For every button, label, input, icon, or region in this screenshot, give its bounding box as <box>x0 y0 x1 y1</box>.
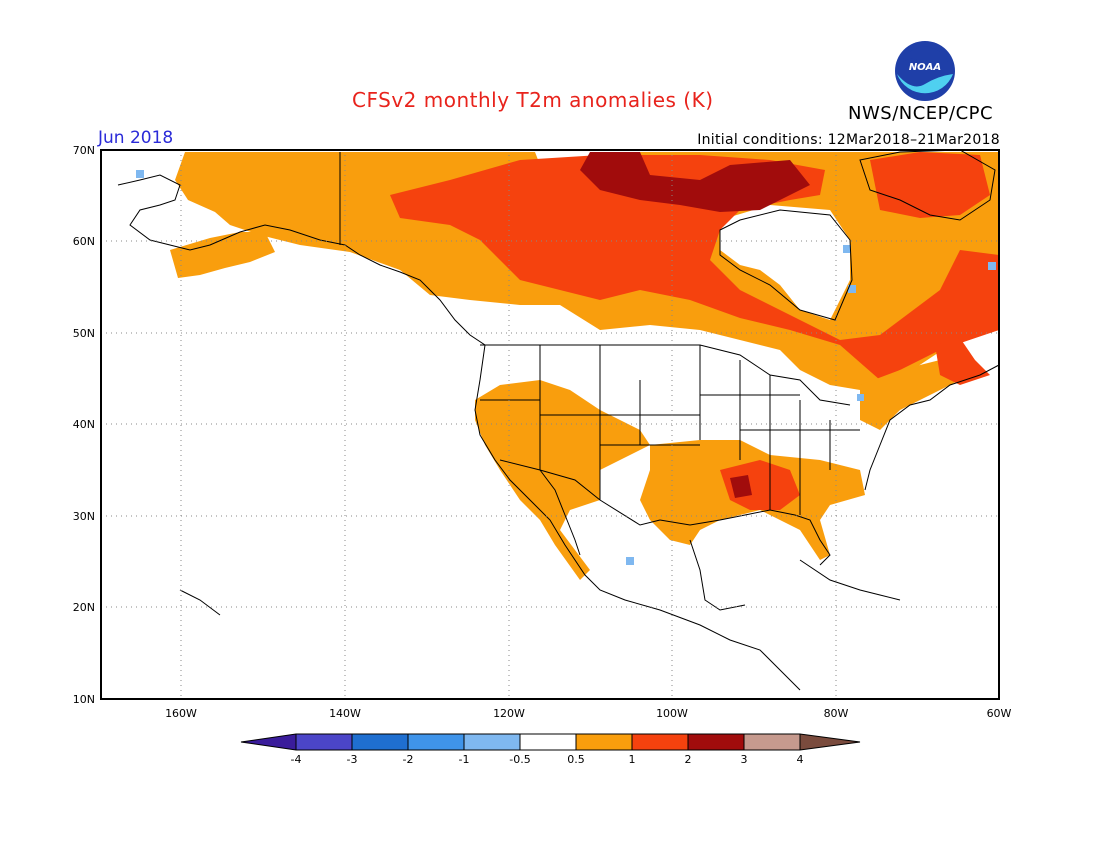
lat-label: 60N <box>73 235 95 248</box>
hudson-bay-region <box>720 205 850 320</box>
colorbar-swatch <box>352 734 408 750</box>
lat-labels: 70N 60N 50N 40N 30N 20N 10N <box>73 144 95 706</box>
anomaly-region-05 <box>860 360 960 430</box>
map-field <box>101 150 999 699</box>
lat-label: 20N <box>73 601 95 614</box>
coastlines <box>117 150 999 691</box>
colorbar-swatch <box>744 734 800 750</box>
lat-label: 70N <box>73 144 95 157</box>
colorbar-label: -4 <box>291 753 302 766</box>
colorbar-label: 4 <box>797 753 804 766</box>
colorbar-swatch <box>576 734 632 750</box>
anomaly-region-m05 <box>857 394 864 401</box>
lon-label: 120W <box>493 707 525 720</box>
lon-labels: 160W 140W 120W 100W 80W 60W <box>165 707 1011 720</box>
anomaly-region-1 <box>390 155 999 380</box>
chart-title: CFSv2 monthly T2m anomalies (K) <box>352 88 714 112</box>
anomaly-region-1 <box>935 338 990 385</box>
lon-label: 100W <box>656 707 688 720</box>
lat-label: 30N <box>73 510 95 523</box>
lon-label: 160W <box>165 707 197 720</box>
anomaly-region-m05 <box>136 170 144 178</box>
colorbar-label: 3 <box>741 753 748 766</box>
lon-label: 60W <box>987 707 1012 720</box>
agency-label: NWS/NCEP/CPC <box>848 103 994 124</box>
anomaly-region-m05 <box>848 285 856 293</box>
forecast-month: Jun 2018 <box>98 128 174 148</box>
anomaly-region-m05 <box>988 262 996 270</box>
anomaly-region-05 <box>170 232 275 278</box>
lon-label: 80W <box>824 707 849 720</box>
anomaly-region-1 <box>720 460 800 510</box>
colorbar-label: 0.5 <box>567 753 585 766</box>
anomaly-region-1 <box>870 152 990 218</box>
colorbar-arrow-left <box>241 734 296 750</box>
colorbar-swatch <box>520 734 576 750</box>
anomaly-region-m05 <box>843 245 851 253</box>
colorbar-swatch <box>688 734 744 750</box>
logo-text: NOAA <box>909 62 941 73</box>
colorbar-label: 1 <box>629 753 636 766</box>
colorbar-swatch <box>408 734 464 750</box>
colorbar-arrow-right <box>800 734 860 750</box>
anomaly-region-m05 <box>626 557 634 565</box>
map-frame <box>100 149 1000 700</box>
initial-conditions: Initial conditions: 12Mar2018–21Mar2018 <box>697 132 1000 148</box>
anomaly-region-2 <box>580 152 810 212</box>
colorbar-swatch <box>464 734 520 750</box>
colorbar-swatch <box>632 734 688 750</box>
anomaly-region-05 <box>475 380 650 580</box>
lat-label: 10N <box>73 693 95 706</box>
colorbar-label: -1 <box>459 753 470 766</box>
anomaly-region-2 <box>730 475 752 498</box>
lat-label: 40N <box>73 418 95 431</box>
colorbar-label: -3 <box>347 753 358 766</box>
lat-label: 50N <box>73 327 95 340</box>
noaa-logo-icon: NOAA <box>895 41 955 101</box>
colorbar-label: -0.5 <box>509 753 530 766</box>
colorbar-label: -2 <box>403 753 414 766</box>
colorbar-swatch <box>296 734 352 750</box>
lon-label: 140W <box>329 707 361 720</box>
colorbar-label: 2 <box>685 753 692 766</box>
